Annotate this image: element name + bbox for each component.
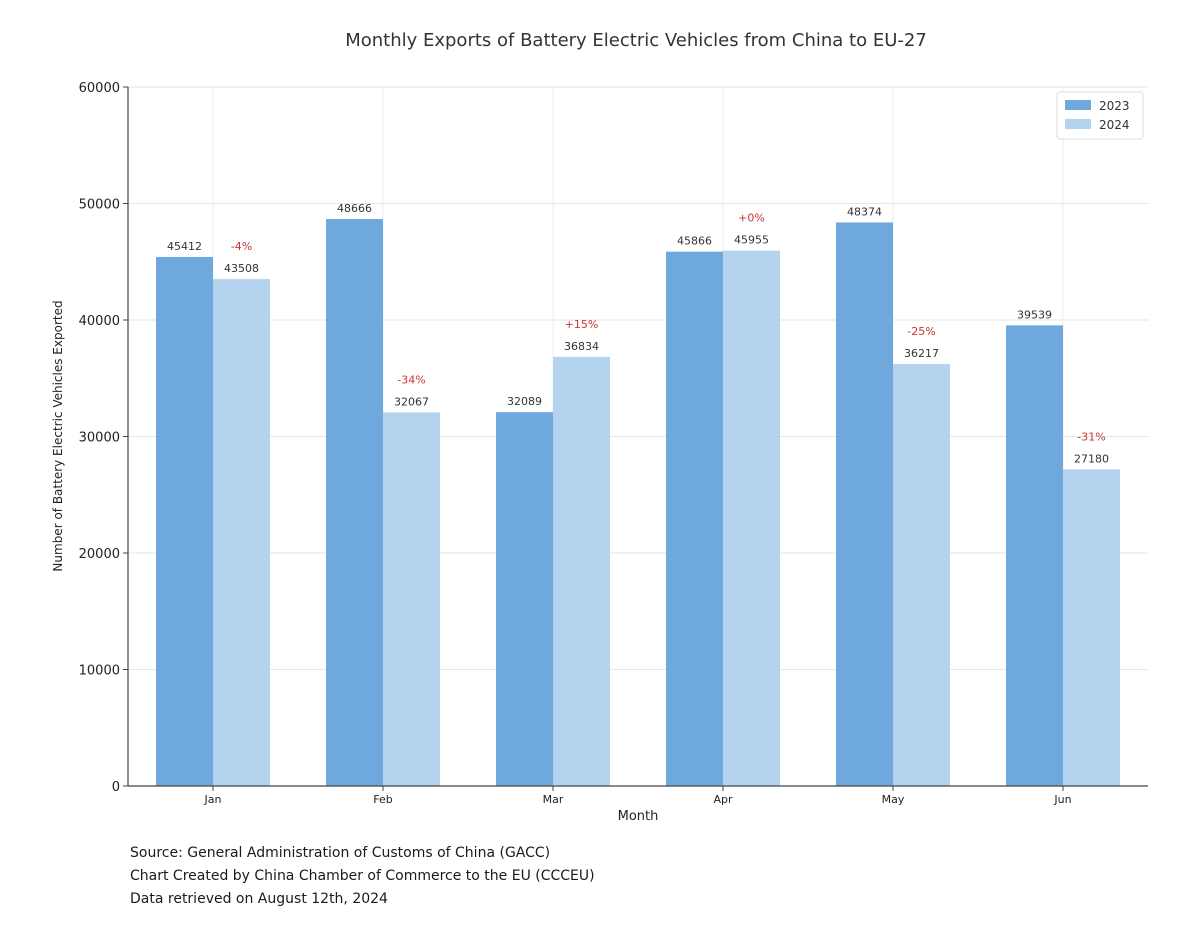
value-label: 36217	[904, 347, 939, 360]
y-tick-label: 0	[112, 780, 120, 795]
y-tick-label: 20000	[79, 547, 120, 562]
value-label: 39539	[1017, 308, 1052, 321]
value-label: 48666	[337, 202, 372, 215]
legend-swatch-2023	[1065, 100, 1091, 110]
change-label: -34%	[397, 373, 425, 386]
bar-chart: Monthly Exports of Battery Electric Vehi…	[51, 30, 1148, 824]
x-tick-label: Jun	[1053, 793, 1071, 806]
data-labels: 45412 43508 -4% 48666 32067 -34% 32089 36834 +15…	[167, 202, 1109, 465]
legend-label-2024: 2024	[1099, 118, 1130, 132]
y-tick-label: 60000	[79, 81, 120, 96]
creator-note: Chart Created by China Chamber of Commer…	[130, 868, 595, 884]
bars	[156, 219, 1120, 787]
value-label: 27180	[1074, 452, 1109, 465]
value-label: 45866	[677, 235, 712, 248]
legend: 2023 2024	[1056, 91, 1144, 140]
bar-2024-jun	[1063, 469, 1120, 786]
legend-label-2023: 2023	[1099, 99, 1130, 113]
y-tick-label: 30000	[79, 431, 120, 446]
source-note: Source: General Administration of Custom…	[130, 845, 551, 861]
bar-2023-apr	[666, 251, 723, 786]
bar-2024-jan	[213, 279, 270, 786]
legend-swatch-2024	[1065, 119, 1091, 129]
x-axis-label: Month	[618, 809, 659, 824]
value-label: 48374	[847, 205, 882, 218]
bar-2023-feb	[326, 219, 383, 786]
chart-footer: Source: General Administration of Custom…	[130, 842, 595, 911]
change-label: -4%	[231, 240, 252, 253]
x-tick-label: May	[882, 793, 905, 806]
change-label: -25%	[907, 325, 935, 338]
change-label: +0%	[738, 212, 765, 225]
grid-lines	[128, 86, 1148, 787]
bar-2023-mar	[496, 412, 553, 786]
bar-2024-mar	[553, 356, 610, 786]
retrieval-note: Data retrieved on August 12th, 2024	[130, 891, 388, 907]
value-label: 36834	[564, 340, 599, 353]
value-label: 32089	[507, 395, 542, 408]
y-tick-label: 10000	[79, 664, 120, 679]
x-tick-label: Mar	[543, 793, 564, 806]
bar-2024-may	[893, 364, 950, 786]
change-label: -31%	[1077, 430, 1105, 443]
value-label: 45412	[167, 240, 202, 253]
bar-2023-jun	[1006, 325, 1063, 786]
value-label: 43508	[224, 262, 259, 275]
value-label: 45955	[734, 234, 769, 247]
axes: 0 10000 20000 30000 40000 50000 60000 Jan Feb Mar…	[79, 81, 1148, 806]
x-tick-label: Apr	[713, 793, 733, 806]
bar-2023-jan	[156, 256, 213, 786]
y-axis-label: Number of Battery Electric Vehicles Expo…	[51, 300, 65, 571]
y-tick-label: 50000	[79, 198, 120, 213]
bar-2023-may	[836, 222, 893, 787]
x-tick-label: Jan	[204, 793, 222, 806]
bar-2024-apr	[723, 250, 780, 786]
bar-2024-feb	[383, 412, 440, 786]
chart-title: Monthly Exports of Battery Electric Vehi…	[345, 30, 927, 51]
value-label: 32067	[394, 395, 429, 408]
change-label: +15%	[565, 318, 599, 331]
y-tick-label: 40000	[79, 314, 120, 329]
x-tick-label: Feb	[373, 793, 392, 806]
